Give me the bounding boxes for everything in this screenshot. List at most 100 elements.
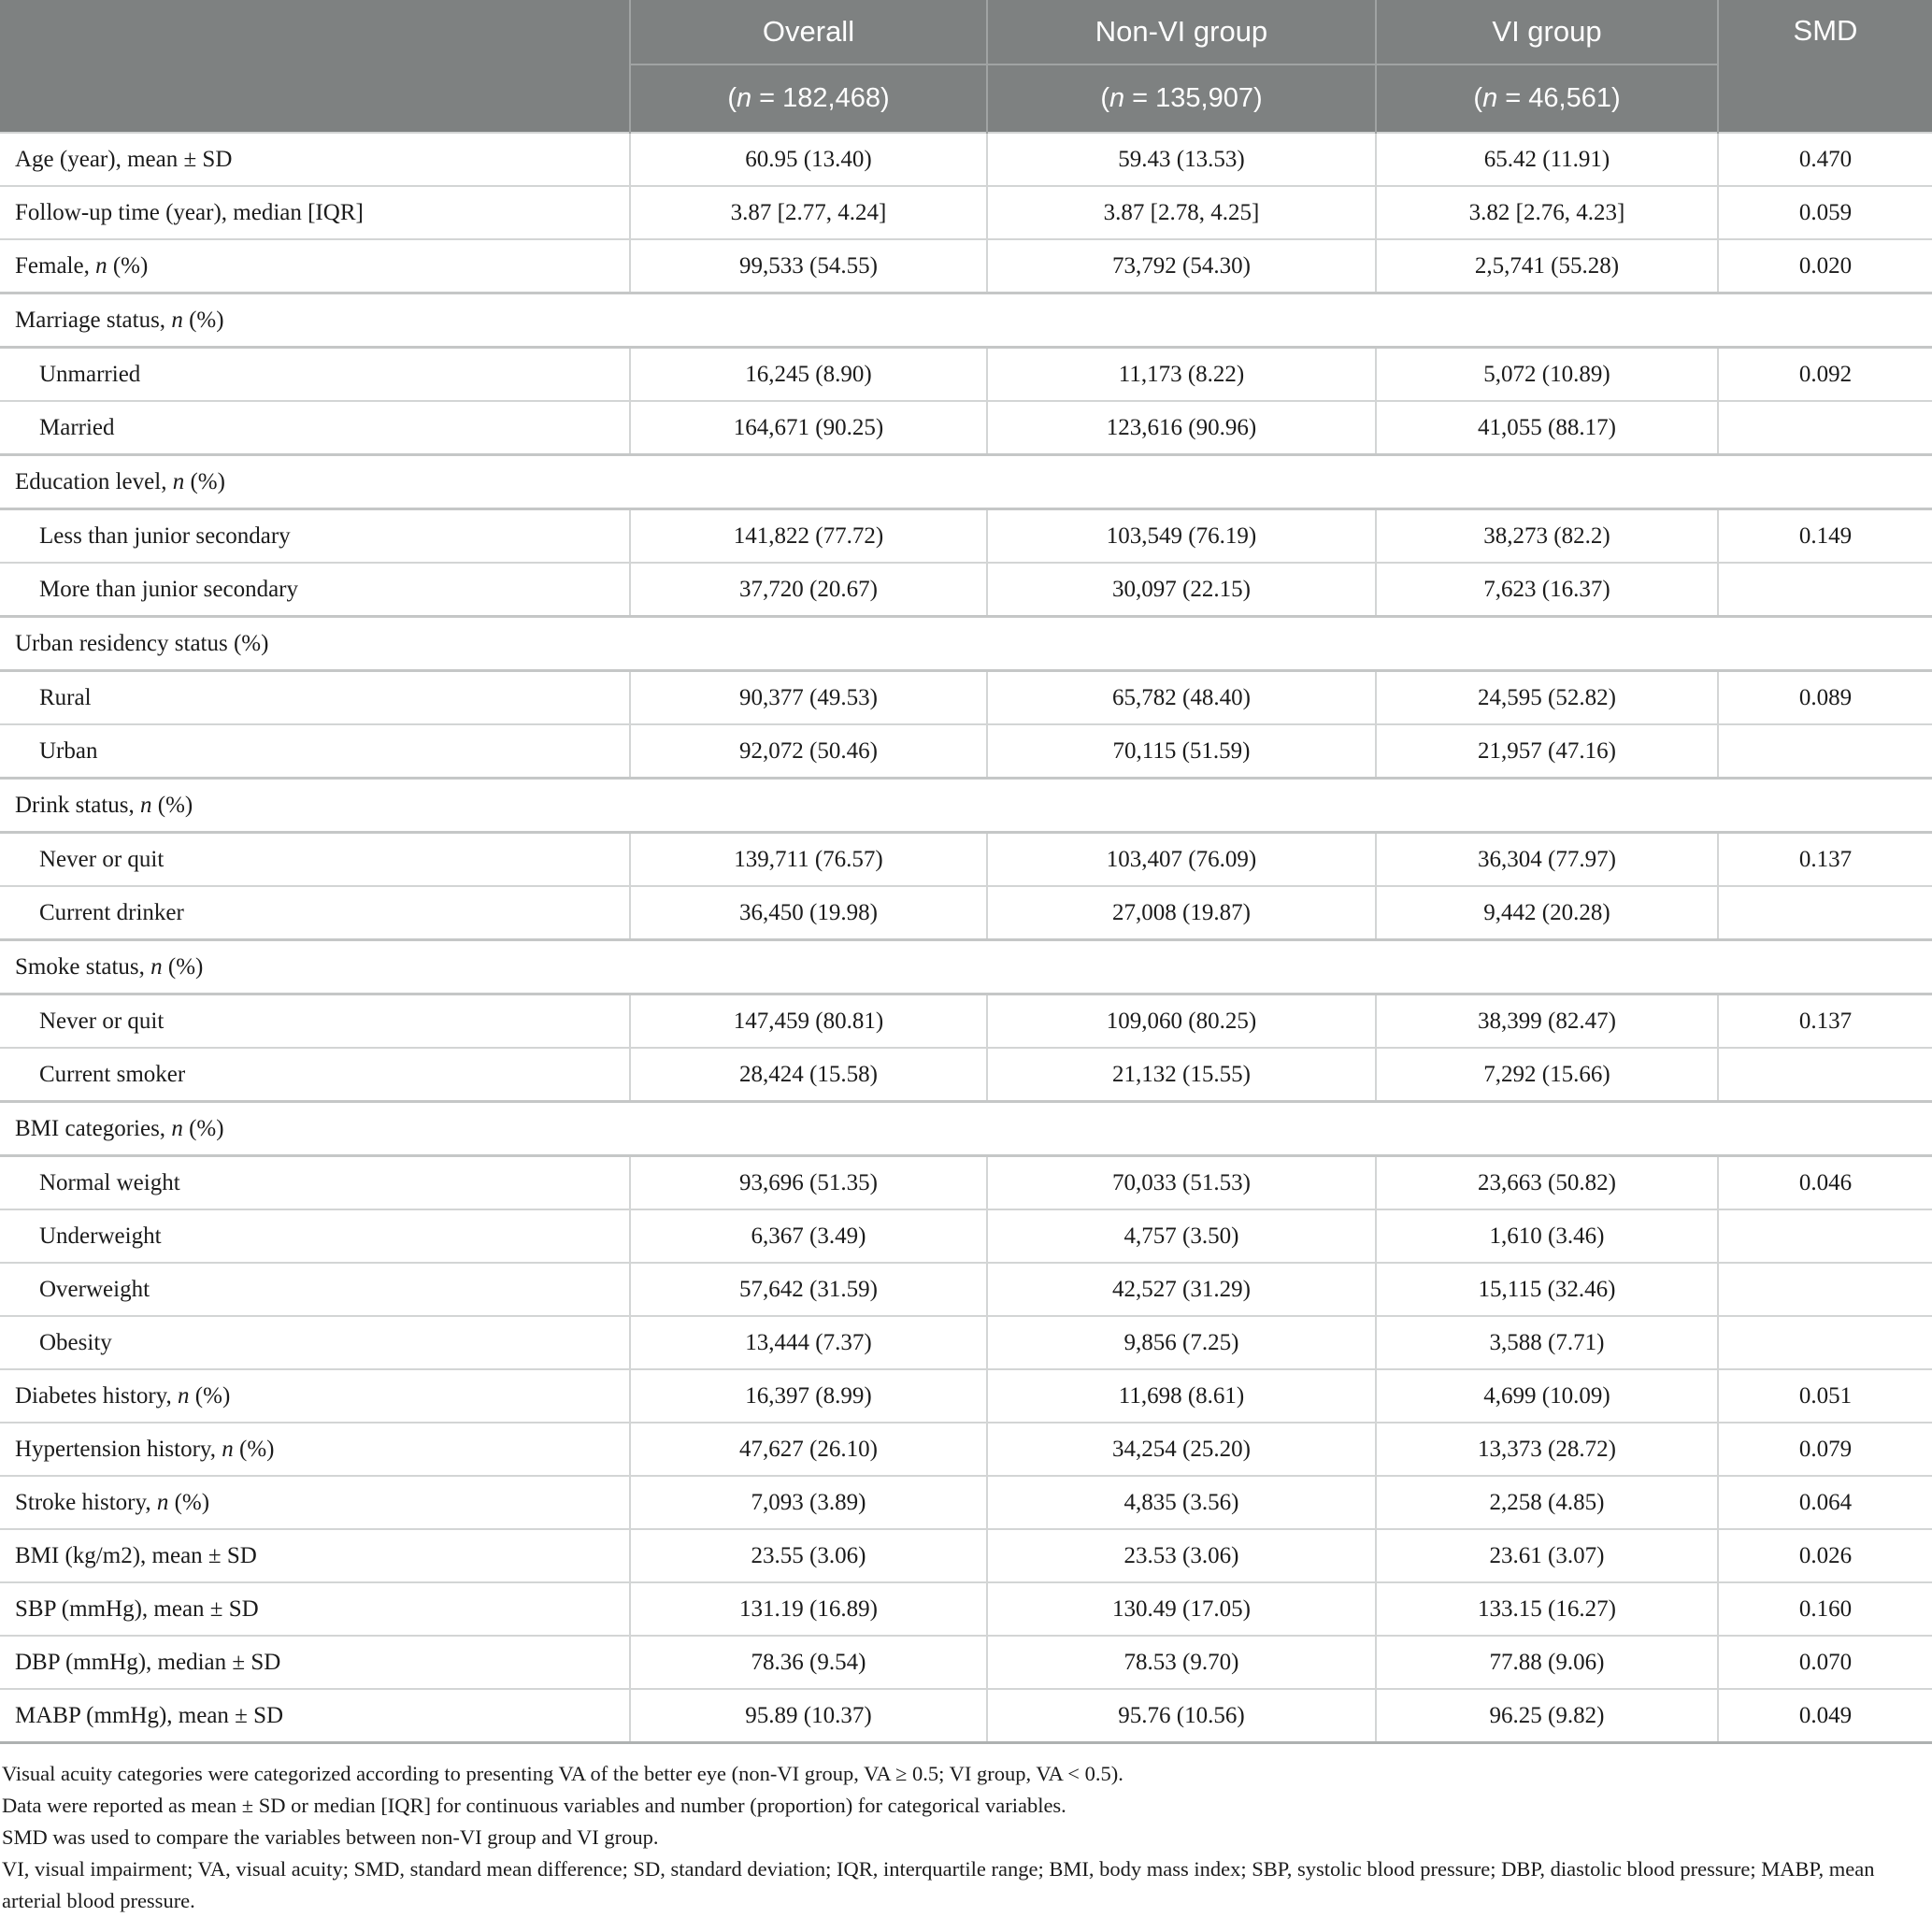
section-row: Urban residency status (%) (0, 615, 1932, 672)
row-label: Never or quit (0, 993, 630, 1048)
vi-value: 15,115 (32.46) (1375, 1262, 1718, 1316)
header-group-row: Overall Non-VI group VI group SMD (0, 0, 1932, 133)
overall-value: 92,072 (50.46) (629, 723, 987, 779)
nonvi-value: 123,616 (90.96) (986, 400, 1376, 455)
smd-value: 0.092 (1717, 346, 1932, 401)
table-row: Normal weight 93,696 (51.35) 70,033 (51.… (0, 1154, 1932, 1209)
vi-value: 13,373 (28.72) (1375, 1422, 1718, 1476)
nonvi-value: 4,835 (3.56) (986, 1475, 1376, 1529)
smd-value (1717, 1262, 1932, 1316)
footnote-abbreviations: VI, visual impairment; VA, visual acuity… (2, 1857, 1875, 1912)
smd-value: 0.160 (1717, 1581, 1932, 1636)
vi-value: 3,588 (7.71) (1375, 1315, 1718, 1369)
overall-value: 93,696 (51.35) (629, 1154, 987, 1209)
table-row: More than junior secondary 37,720 (20.67… (0, 562, 1932, 617)
row-label: Unmarried (0, 346, 630, 401)
table-row: BMI (kg/m2), mean ± SD 23.55 (3.06) 23.5… (0, 1528, 1932, 1582)
row-label: Diabetes history, n (%) (0, 1368, 630, 1423)
smd-value: 0.046 (1717, 1154, 1932, 1209)
row-label: Current drinker (0, 885, 630, 940)
table-row: Underweight 6,367 (3.49) 4,757 (3.50) 1,… (0, 1209, 1932, 1263)
nonvi-value: 103,407 (76.09) (986, 831, 1376, 886)
smd-value: 0.137 (1717, 831, 1932, 886)
vi-value: 2,5,741 (55.28) (1375, 238, 1718, 293)
row-label: Stroke history, n (%) (0, 1475, 630, 1529)
overall-value: 16,245 (8.90) (629, 346, 987, 401)
vi-value: 41,055 (88.17) (1375, 400, 1718, 455)
section-label: Smoke status, n (%) (0, 938, 1932, 995)
table-row: Female, n (%) 99,533 (54.55) 73,792 (54.… (0, 238, 1932, 293)
section-row: Marriage status, n (%) (0, 292, 1932, 349)
table-row: SBP (mmHg), mean ± SD 131.19 (16.89) 130… (0, 1581, 1932, 1636)
row-label: Rural (0, 669, 630, 724)
table-row: Never or quit 147,459 (80.81) 109,060 (8… (0, 993, 1932, 1048)
overall-value: 95.89 (10.37) (629, 1688, 987, 1744)
nonvi-value: 9,856 (7.25) (986, 1315, 1376, 1369)
section-label: BMI categories, n (%) (0, 1100, 1932, 1157)
overall-value: 164,671 (90.25) (629, 400, 987, 455)
vi-value: 38,273 (82.2) (1375, 508, 1718, 563)
header-vi-n: (n = 46,561) (1375, 64, 1718, 133)
header-nonvi: Non-VI group (986, 0, 1376, 65)
vi-value: 77.88 (9.06) (1375, 1635, 1718, 1689)
smd-value: 0.137 (1717, 993, 1932, 1048)
row-label: Current smoker (0, 1047, 630, 1102)
table-row: Follow-up time (year), median [IQR] 3.87… (0, 185, 1932, 239)
row-label: SBP (mmHg), mean ± SD (0, 1581, 630, 1636)
overall-value: 28,424 (15.58) (629, 1047, 987, 1102)
row-label: Married (0, 400, 630, 455)
smd-value: 0.049 (1717, 1688, 1932, 1744)
nonvi-value: 3.87 [2.78, 4.25] (986, 185, 1376, 239)
vi-value: 36,304 (77.97) (1375, 831, 1718, 886)
vi-value: 1,610 (3.46) (1375, 1209, 1718, 1263)
section-label: Drink status, n (%) (0, 777, 1932, 834)
nonvi-value: 130.49 (17.05) (986, 1581, 1376, 1636)
overall-value: 16,397 (8.99) (629, 1368, 987, 1423)
table-row: Less than junior secondary 141,822 (77.7… (0, 508, 1932, 563)
table-row: Current smoker 28,424 (15.58) 21,132 (15… (0, 1047, 1932, 1102)
section-row: BMI categories, n (%) (0, 1100, 1932, 1157)
row-label: MABP (mmHg), mean ± SD (0, 1688, 630, 1744)
vi-value: 65.42 (11.91) (1375, 132, 1718, 186)
row-label: Overweight (0, 1262, 630, 1316)
row-label: Urban (0, 723, 630, 779)
row-label: BMI (kg/m2), mean ± SD (0, 1528, 630, 1582)
smd-value: 0.470 (1717, 132, 1932, 186)
overall-value: 13,444 (7.37) (629, 1315, 987, 1369)
nonvi-value: 59.43 (13.53) (986, 132, 1376, 186)
nonvi-value: 11,698 (8.61) (986, 1368, 1376, 1423)
smd-value: 0.079 (1717, 1422, 1932, 1476)
header-smd: SMD (1717, 0, 1932, 133)
vi-value: 23.61 (3.07) (1375, 1528, 1718, 1582)
vi-value: 24,595 (52.82) (1375, 669, 1718, 724)
table-row: Rural 90,377 (49.53) 65,782 (48.40) 24,5… (0, 669, 1932, 724)
table-row: Stroke history, n (%) 7,093 (3.89) 4,835… (0, 1475, 1932, 1529)
section-row: Education level, n (%) (0, 453, 1932, 510)
baseline-characteristics-table: Overall Non-VI group VI group SMD (n = 1… (0, 0, 1932, 1744)
table-row: Obesity 13,444 (7.37) 9,856 (7.25) 3,588… (0, 1315, 1932, 1369)
vi-value: 38,399 (82.47) (1375, 993, 1718, 1048)
section-label: Education level, n (%) (0, 453, 1932, 510)
table-row: Overweight 57,642 (31.59) 42,527 (31.29)… (0, 1262, 1932, 1316)
nonvi-value: 21,132 (15.55) (986, 1047, 1376, 1102)
row-label: Hypertension history, n (%) (0, 1422, 630, 1476)
overall-value: 147,459 (80.81) (629, 993, 987, 1048)
smd-value (1717, 723, 1932, 779)
section-row: Drink status, n (%) (0, 777, 1932, 834)
row-label: Underweight (0, 1209, 630, 1263)
overall-value: 36,450 (19.98) (629, 885, 987, 940)
table-row: MABP (mmHg), mean ± SD 95.89 (10.37) 95.… (0, 1688, 1932, 1744)
nonvi-value: 70,115 (51.59) (986, 723, 1376, 779)
nonvi-sample-size: (n = 135,907) (1100, 83, 1263, 113)
overall-value: 90,377 (49.53) (629, 669, 987, 724)
footnote-smd-usage: SMD was used to compare the variables be… (2, 1825, 659, 1849)
row-label: DBP (mmHg), median ± SD (0, 1635, 630, 1689)
vi-value: 3.82 [2.76, 4.23] (1375, 185, 1718, 239)
vi-value: 23,663 (50.82) (1375, 1154, 1718, 1209)
overall-value: 47,627 (26.10) (629, 1422, 987, 1476)
overall-value: 131.19 (16.89) (629, 1581, 987, 1636)
header-overall-n: (n = 182,468) (629, 64, 987, 133)
nonvi-value: 70,033 (51.53) (986, 1154, 1376, 1209)
vi-value: 5,072 (10.89) (1375, 346, 1718, 401)
